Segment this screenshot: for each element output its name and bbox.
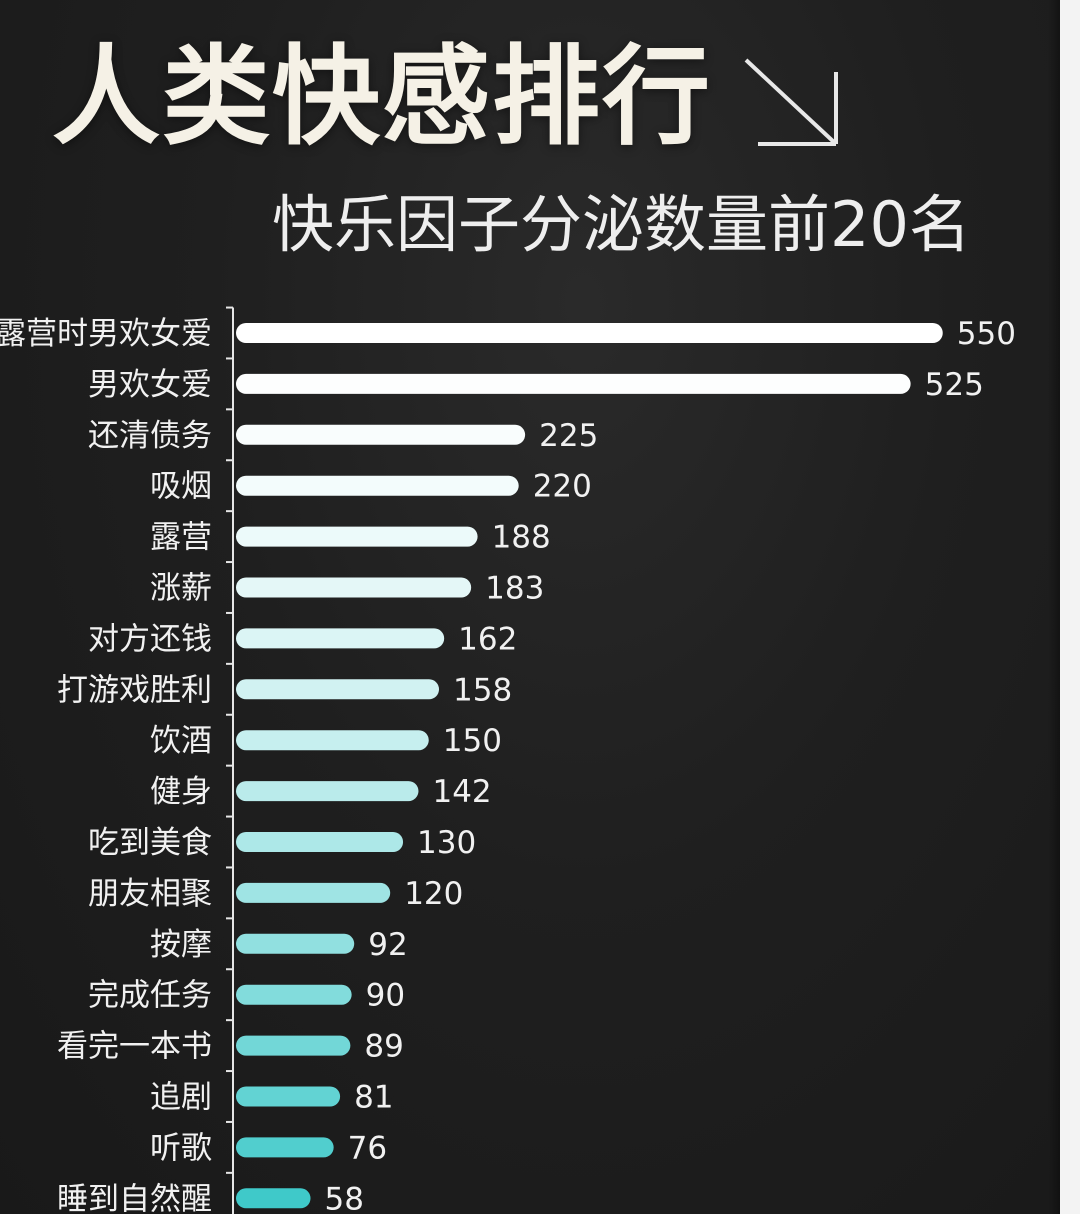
category-label: 看完一本书 bbox=[57, 1029, 212, 1065]
bar bbox=[236, 526, 478, 547]
value-label: 130 bbox=[417, 825, 476, 861]
arrow-down-right-icon bbox=[744, 58, 838, 146]
bar-row: 睡到自然醒 58 bbox=[57, 1181, 364, 1214]
value-label: 225 bbox=[539, 418, 598, 454]
value-label: 92 bbox=[368, 927, 407, 963]
bar bbox=[236, 1137, 334, 1158]
value-label: 142 bbox=[432, 774, 491, 810]
category-label: 露营 bbox=[150, 520, 212, 556]
category-label: 男欢女爱 bbox=[88, 367, 212, 403]
value-label: 76 bbox=[348, 1130, 387, 1166]
category-label: 朋友相聚 bbox=[88, 876, 212, 912]
category-label: 还清债务 bbox=[88, 418, 212, 454]
screen-edge-shadow bbox=[1048, 0, 1060, 1214]
bar bbox=[236, 577, 472, 598]
bar-row: 还清债务 225 bbox=[88, 418, 598, 454]
value-label: 120 bbox=[404, 876, 463, 912]
category-label: 完成任务 bbox=[88, 978, 212, 1014]
category-label: 吃到美食 bbox=[88, 825, 212, 861]
category-label: 按摩 bbox=[150, 927, 212, 963]
bar-row: 完成任务 90 bbox=[88, 978, 405, 1014]
value-label: 188 bbox=[492, 520, 551, 556]
bar-row: 露营时男欢女爱 550 bbox=[0, 316, 1016, 352]
bar bbox=[236, 1035, 351, 1056]
bar-row: 吸烟 220 bbox=[150, 469, 592, 505]
bar-row: 打游戏胜利 158 bbox=[57, 672, 512, 708]
bar-row: 饮酒 150 bbox=[150, 723, 502, 759]
bar-row: 追剧 81 bbox=[150, 1080, 394, 1116]
bar bbox=[236, 730, 429, 751]
bar bbox=[236, 679, 440, 700]
category-label: 听歌 bbox=[150, 1130, 212, 1166]
bar bbox=[236, 984, 352, 1005]
value-label: 220 bbox=[533, 469, 592, 505]
bar-row: 涨薪 183 bbox=[150, 571, 544, 607]
chart-subtitle: 快乐因子分泌数量前20名 bbox=[272, 188, 971, 261]
category-label: 饮酒 bbox=[150, 723, 212, 759]
bar bbox=[236, 781, 419, 802]
value-label: 89 bbox=[364, 1029, 403, 1065]
value-label: 90 bbox=[366, 978, 405, 1014]
value-label: 550 bbox=[957, 316, 1016, 352]
category-label: 健身 bbox=[150, 774, 212, 810]
chart-title: 人类快感排行 bbox=[52, 35, 713, 160]
value-label: 162 bbox=[458, 621, 517, 657]
value-label: 81 bbox=[354, 1080, 393, 1116]
bar bbox=[236, 373, 911, 394]
category-label: 打游戏胜利 bbox=[57, 672, 212, 708]
bar-row: 露营 188 bbox=[150, 520, 551, 556]
bar bbox=[236, 1188, 311, 1209]
value-label: 525 bbox=[925, 367, 984, 403]
category-label: 追剧 bbox=[150, 1080, 212, 1116]
bar bbox=[236, 933, 355, 954]
bar bbox=[236, 882, 391, 903]
category-label: 睡到自然醒 bbox=[57, 1181, 212, 1214]
bar bbox=[236, 628, 445, 649]
bar bbox=[236, 1086, 341, 1107]
bar-row: 朋友相聚 120 bbox=[88, 876, 463, 912]
category-label: 对方还钱 bbox=[88, 621, 212, 657]
category-label: 吸烟 bbox=[150, 469, 212, 505]
category-label: 涨薪 bbox=[150, 571, 212, 607]
bar-row: 看完一本书 89 bbox=[57, 1029, 404, 1065]
value-label: 183 bbox=[485, 571, 544, 607]
bar-row: 男欢女爱 525 bbox=[88, 367, 984, 403]
bar-row: 健身 142 bbox=[150, 774, 492, 810]
bar bbox=[236, 323, 943, 343]
bar-row: 听歌 76 bbox=[150, 1130, 387, 1166]
category-label: 露营时男欢女爱 bbox=[0, 316, 212, 352]
value-label: 58 bbox=[325, 1181, 364, 1214]
bar bbox=[236, 424, 526, 445]
bar-row: 吃到美食 130 bbox=[88, 825, 476, 861]
value-label: 150 bbox=[443, 723, 502, 759]
value-label: 158 bbox=[453, 672, 512, 708]
bar bbox=[236, 475, 519, 496]
bar-row: 按摩 92 bbox=[150, 927, 408, 963]
bar bbox=[236, 832, 404, 852]
right-edge-strip bbox=[1060, 0, 1080, 1214]
bar-row: 对方还钱 162 bbox=[88, 621, 517, 657]
